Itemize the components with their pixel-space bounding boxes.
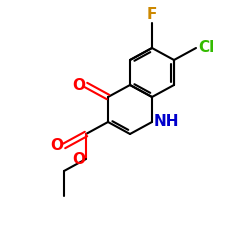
- Text: O: O: [72, 152, 85, 166]
- Text: Cl: Cl: [198, 40, 214, 56]
- Text: O: O: [72, 78, 85, 92]
- Text: O: O: [50, 138, 63, 154]
- Text: F: F: [147, 7, 157, 22]
- Text: NH: NH: [154, 114, 180, 130]
